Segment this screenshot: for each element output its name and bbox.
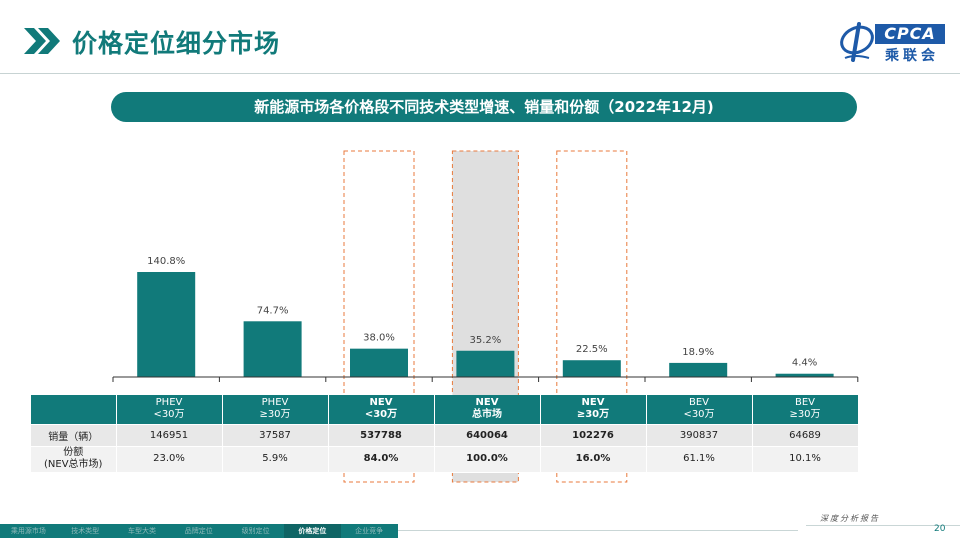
footer-tab[interactable]: 乘用源市场 [10,527,46,535]
data-label: 74.7% [257,305,289,316]
table-header-cell: NEV 总市场 [434,395,541,425]
footer-tab[interactable]: 价格定位 [283,524,341,538]
table-header-cell: NEV ≥30万 [540,395,647,425]
table-cell: 640064 [434,424,541,447]
cpca-mark-icon [840,22,874,62]
table-cell: 537788 [328,424,435,447]
footer-report-divider [806,525,960,526]
footer-nav: 乘用源市场 技术类型 车型大类 品牌定位 级别定位 价格定位 企业竞争 [0,524,398,538]
cpca-logo: CPCA 乘联会 [835,20,947,64]
header-line1: NEV [581,397,605,409]
logo-cpca-text: CPCA [875,24,945,44]
bar [562,360,621,377]
footer-tab[interactable]: 企业竞争 [355,527,384,535]
table-header-cell: BEV <30万 [646,395,753,425]
bar [775,373,834,377]
table-cell: 64689 [752,424,859,447]
table-cell: 16.0% [540,446,647,473]
bar [350,348,408,377]
table-cell: 5.9% [222,446,329,473]
header-divider [0,73,960,74]
table-cell: 37587 [222,424,329,447]
table-row-share: 份额 (NEV总市场) 23.0% 5.9% 84.0% 100.0% 16.0% 61.… [31,446,859,473]
table-header-row: PHEV <30万 PHEV ≥30万 NEV <30万 NEV 总市场 NEV ≥30万 BEV <… [31,395,859,425]
footer-divider [398,530,798,531]
page-number: 20 [934,524,946,534]
bar [243,321,302,377]
row-label-share-line2: (NEV总市场) [44,459,103,470]
data-label: 4.4% [792,358,817,369]
header-line1: BEV [794,397,816,409]
table-corner-cell [31,395,117,425]
table-cell: 390837 [646,424,753,447]
table-header-cell: BEV ≥30万 [752,395,859,425]
header-line2: <30万 [364,409,398,421]
page-title: 价格定位细分市场 [72,29,281,58]
footer-tab[interactable]: 车型大类 [127,527,156,535]
logo-cn-text: 乘联会 [885,48,939,64]
row-label-sales: 销量（辆） [31,424,117,447]
highlight-dashed-box [343,150,415,483]
header-line2: 总市场 [472,409,502,421]
table-row-sales: 销量（辆） 146951 37587 537788 640064 102276 39083… [31,424,859,447]
data-label: 38.0% [363,333,395,344]
header-line2: ≥30万 [259,409,291,421]
footer-report-label: 深度分析报告 [820,514,880,523]
data-label: 22.5% [576,344,608,355]
header-line2: ≥30万 [576,409,610,421]
header-line2: <30万 [153,409,185,421]
data-label: 18.9% [682,347,714,358]
highlight-dashed-box [556,150,628,483]
header-line1: PHEV [261,397,289,409]
bar [669,362,728,377]
bar [137,272,196,377]
table-cell: 102276 [540,424,647,447]
header-line1: BEV [688,397,710,409]
chart-banner: 新能源市场各价格段不同技术类型增速、销量和份额（2022年12月) [111,92,857,122]
data-label: 35.2% [470,335,502,346]
table-header-cell: NEV <30万 [328,395,435,425]
data-label: 140.8% [147,256,185,267]
table-cell: 23.0% [116,446,223,473]
header-line1: NEV [475,397,499,409]
table-cell: 84.0% [328,446,435,473]
table-cell: 100.0% [434,446,541,473]
table-cell: 10.1% [752,446,859,473]
footer-tab[interactable]: 品牌定位 [184,527,213,535]
row-label-share-line1: 份额 [63,447,84,458]
table-cell: 146951 [116,424,223,447]
bar [456,350,515,377]
footer-tab[interactable]: 技术类型 [71,527,100,535]
header-line2: ≥30万 [789,409,821,421]
table-cell: 61.1% [646,446,753,473]
double-chevron-icon [24,28,60,54]
header-line1: PHEV [155,397,183,409]
row-label-share: 份额 (NEV总市场) [31,446,117,473]
table-header-cell: PHEV <30万 [116,395,223,425]
table-header-cell: PHEV ≥30万 [222,395,329,425]
sales-share-table: PHEV <30万 PHEV ≥30万 NEV <30万 NEV 总市场 NEV ≥30万 BEV <… [31,395,859,473]
header-line2: <30万 [683,409,715,421]
header-line1: NEV [369,397,393,409]
footer-tab[interactable]: 级别定位 [241,527,270,535]
